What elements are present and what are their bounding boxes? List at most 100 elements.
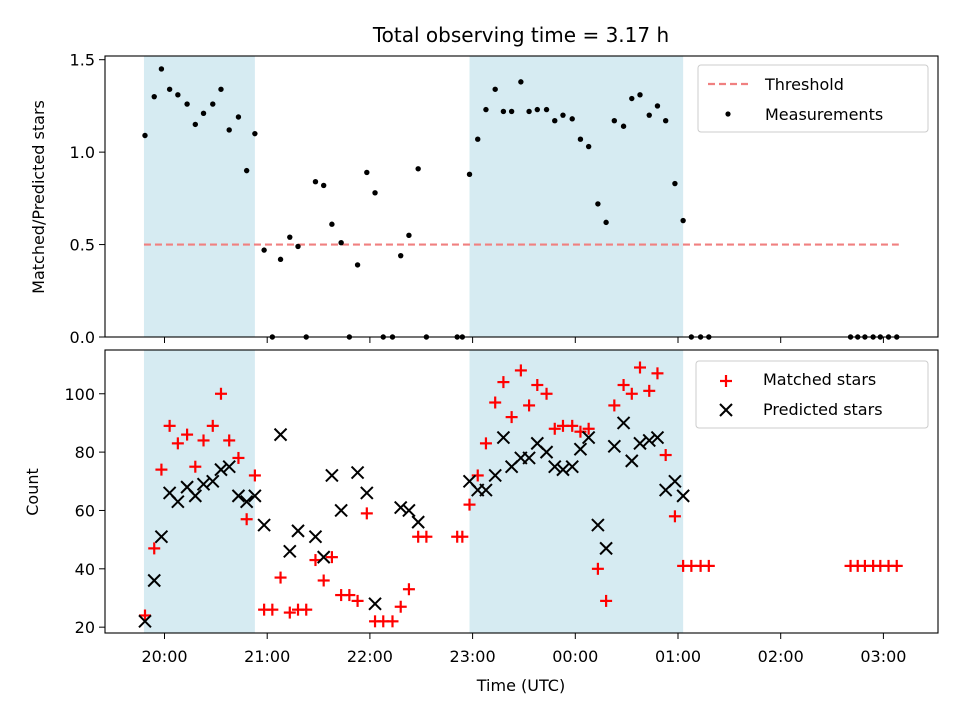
predicted-star-point [599,541,613,556]
matched-star-point [317,574,330,587]
measurement-point [629,95,635,102]
predicted-star-point [316,550,331,564]
top-x-ticks [164,337,884,343]
predicted-star-point [591,518,605,532]
measurement-point [398,252,404,259]
matched-star-point [548,422,561,435]
predicted-star-point [147,573,161,588]
predicted-star-point [411,515,425,529]
measurement-point [585,143,592,150]
matched-star-point [659,449,672,462]
matched-star-point [702,559,715,572]
predicted-star-point [138,614,152,629]
measurement-point [354,262,361,268]
measurement-point [287,234,293,240]
matched-star-point [471,469,484,482]
predicted-star-point [616,416,631,430]
matched-star-point [634,361,647,374]
matched-star-point [181,428,194,441]
measurement-point [175,92,181,98]
predicted-star-point [496,430,511,445]
matched-star-point [402,583,415,596]
measurement-point [151,93,157,100]
predicted-star-point [581,430,596,445]
predicted-star-point [206,474,220,488]
measurement-point [235,114,242,120]
top-y-tick-label: 0.0 [70,328,95,347]
measurement-point [483,106,489,113]
predicted-star-point [222,459,236,474]
measurement-point [295,243,301,250]
measurement-point [611,118,618,124]
predicted-star-point [257,518,271,532]
predicted-star-point [556,462,570,477]
measurement-point [277,256,284,263]
matched-star-point [300,603,313,616]
predicted-star-point [633,436,647,451]
matched-star-point [248,469,261,482]
top-axes-frame [104,55,939,338]
predicted-star-point [188,489,203,503]
predicted-star-point [350,465,365,480]
predicted-star-point [171,495,185,509]
measurement-point [192,121,199,128]
matched-star-point [505,411,518,424]
bottom-y-tick-label: 80 [75,443,95,462]
measurement-point [261,247,267,253]
bottom-shaded-band [469,350,684,633]
bottom-legend-box [695,360,929,429]
measurement-point [508,108,515,115]
matched-star-point [189,460,202,473]
matched-star-point [625,387,638,400]
matched-star-point [600,594,613,607]
bottom-axes-frame [104,349,939,634]
predicted-star-point [676,489,690,503]
predicted-star-points [138,416,690,629]
measurement-point [518,79,524,85]
measurement-point [569,116,575,122]
predicted-star-point [360,486,374,500]
matched-star-point [463,498,476,511]
bottom-x-ticks: 20:00 21:00 22:00 23:00 00:00 01:00 02:00 03:00 [141,633,906,666]
matched-star-point [540,387,553,400]
matched-star-point [163,419,176,432]
bottom-y-tick-label: 100 [64,385,95,404]
top-y-tick-label: 1.5 [70,51,95,70]
measurement-point [492,86,498,92]
measurement-point [158,66,165,72]
matched-star-point [240,513,253,526]
matched-star-point [283,606,296,619]
matched-star-point [608,399,621,412]
measurement-point [184,101,190,107]
x-tick-label: 03:00 [860,647,906,666]
measurement-point [662,118,669,124]
matched-star-point [171,437,184,450]
matched-star-point [148,542,161,555]
predicted-star-point [650,430,665,445]
measurement-point [646,112,652,118]
matched-star-point [456,530,469,543]
matched-star-point [489,396,502,409]
matched-star-point [394,600,407,613]
measurement-point [595,201,601,207]
predicted-star-point [308,530,323,544]
predicted-star-point [248,489,262,503]
measurement-point [200,110,207,117]
matched-star-point [360,507,373,520]
top-y-tick-label: 0.5 [70,236,95,255]
measurement-point [672,180,678,187]
matched-star-point [531,379,544,392]
measurement-point [552,118,558,124]
matched-star-points [138,361,903,628]
predicted-star-point [565,459,579,474]
threshold-legend-label: Threshold [764,75,844,94]
top-legend: Threshold Measurements [697,64,929,133]
x-tick-label: 20:00 [141,647,187,666]
matched-star-point [155,463,168,476]
x-tick-label: 21:00 [244,647,290,666]
predicted-star-point [239,495,254,509]
predicted-star-point [231,489,246,503]
matched-star-point [479,437,492,450]
matched-star-point [223,434,236,447]
bottom-y-tick-label: 60 [75,501,95,520]
